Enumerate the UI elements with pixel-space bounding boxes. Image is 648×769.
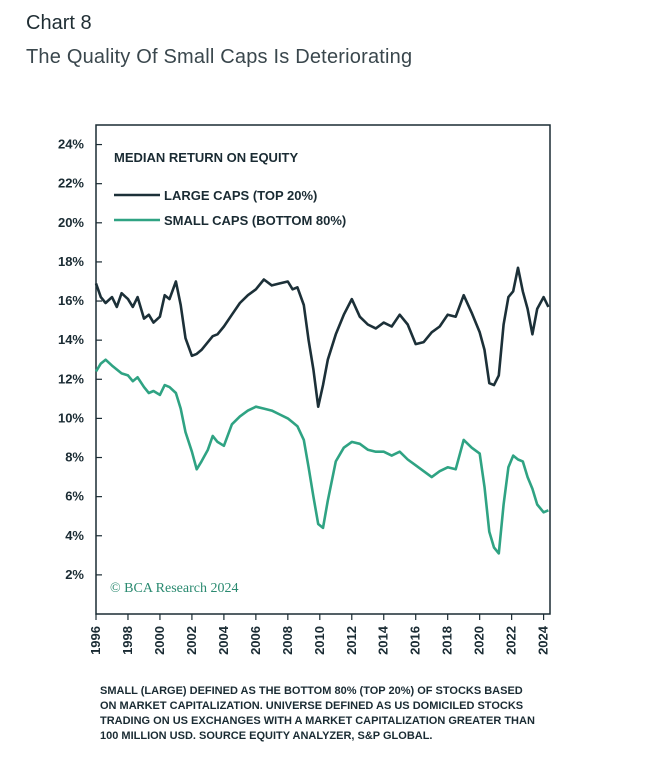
x-axis: 1996 1998 2000 2002 2004 2006 2008 2010 2012 2014…: [88, 614, 551, 655]
x-tick-label: 2006: [248, 626, 263, 655]
x-tick-label: 2022: [504, 626, 519, 655]
y-tick-label: 2%: [65, 567, 84, 582]
x-tick-label: 2016: [408, 626, 423, 655]
x-tick-label: 1998: [120, 626, 135, 655]
footnote-line: 100 MILLION USD. SOURCE EQUITY ANALYZER,…: [100, 730, 433, 742]
y-tick-label: 16%: [58, 293, 84, 308]
legend-label-large-caps: LARGE CAPS (TOP 20%): [164, 188, 317, 203]
chart-label: Chart 8: [26, 12, 92, 34]
y-tick-label: 18%: [58, 254, 84, 269]
x-tick-label: 2010: [312, 626, 327, 655]
chart-inner-title: MEDIAN RETURN ON EQUITY: [114, 150, 299, 165]
x-tick-label: 2000: [152, 626, 167, 655]
series-line-large-caps: [94, 266, 550, 409]
chart-title: The Quality Of Small Caps Is Deteriorati…: [26, 46, 413, 68]
x-tick-label: 2002: [184, 626, 199, 655]
y-tick-label: 10%: [58, 410, 84, 425]
footnote-line: SMALL (LARGE) DEFINED AS THE BOTTOM 80% …: [100, 685, 523, 697]
chart-svg: 2%4%6%8%10%12%14%16%18%20%22%24% 1996 199…: [58, 124, 551, 655]
y-axis: 2% 4% 6% 8% 10% 12% 14% 16% 18% 20% 22% 24%: [58, 137, 102, 582]
x-tick-label: 1996: [88, 626, 103, 655]
legend-label-small-caps: SMALL CAPS (BOTTOM 80%): [164, 213, 346, 228]
y-tick-label: 14%: [58, 332, 84, 347]
x-tick-label: 2018: [440, 626, 455, 655]
x-tick-label: 2012: [344, 626, 359, 655]
x-tick-label: 2004: [216, 625, 231, 655]
x-tick-label: 2020: [472, 626, 487, 655]
series-layer: [94, 266, 550, 555]
legend: LARGE CAPS (TOP 20%) SMALL CAPS (BOTTOM …: [114, 188, 346, 228]
footnote-line: ON MARKET CAPITALIZATION. UNIVERSE DEFIN…: [100, 700, 524, 712]
bca-watermark: © BCA Research 2024: [110, 581, 238, 596]
x-tick-label: 2024: [536, 625, 551, 655]
y-tick-label: 4%: [65, 528, 84, 543]
y-tick-label: 8%: [65, 450, 84, 465]
series-line-small-caps: [94, 358, 549, 555]
y-tick-label: 6%: [65, 489, 84, 504]
x-tick-label: 2008: [280, 626, 295, 655]
footnote: SMALL (LARGE) DEFINED AS THE BOTTOM 80% …: [100, 684, 600, 744]
y-tick-label: 22%: [58, 176, 84, 191]
y-tick-label: 12%: [58, 371, 84, 386]
y-tick-label: 20%: [58, 215, 84, 230]
y-tick-label: 24%: [58, 137, 84, 152]
x-tick-label: 2014: [376, 625, 391, 655]
footnote-line: TRADING ON US EXCHANGES WITH A MARKET CA…: [100, 715, 535, 727]
